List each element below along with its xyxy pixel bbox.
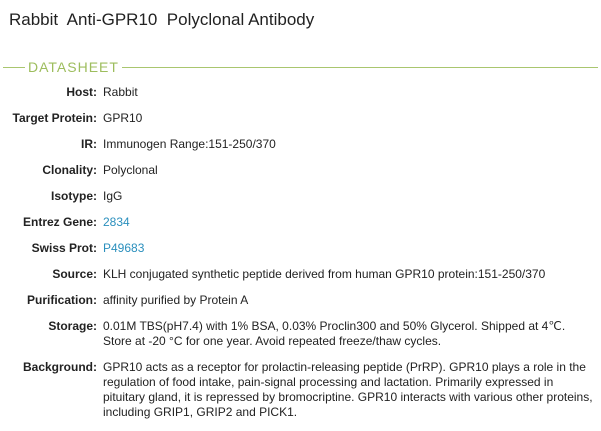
label: Purification: [26,293,97,307]
row-clonality: Clonality: Polyclonal [0,163,601,178]
value: KLH conjugated synthetic peptide derived… [103,267,546,281]
swiss-prot-link[interactable]: P49683 [103,241,145,255]
value: GPR10 [103,111,143,125]
divider [3,66,25,68]
label: Source: [52,267,97,281]
row-swiss-prot: Swiss Prot: P49683 [0,241,601,256]
value: affinity purified by Protein A [103,293,249,307]
divider [121,66,598,68]
value: Immunogen Range:151-250/370 [103,137,276,151]
value: 0.01M TBS(pH7.4) with 1% BSA, 0.03% Proc… [103,319,566,348]
row-storage: Storage: 0.01M TBS(pH7.4) with 1% BSA, 0.… [0,319,601,349]
row-background: Background: GPR10 acts as a receptor for … [0,360,601,420]
row-purification: Purification: affinity purified by Protei… [0,293,601,308]
datasheet-table: Host: Rabbit Target Protein: GPR10 IR: Immu… [0,85,601,431]
label: Host: [66,85,97,99]
label: Storage: [48,319,97,333]
page-title: Rabbit Anti-GPR10 Polyclonal Antibody [9,10,315,29]
label: Target Protein: [12,111,97,125]
row-host: Host: Rabbit [0,85,601,100]
label: Swiss Prot: [31,241,97,255]
value: IgG [103,189,123,203]
label: Entrez Gene: [22,215,97,229]
datasheet-header: DATASHEET [3,59,598,75]
value: GPR10 acts as a receptor for prolactin-r… [103,360,593,419]
row-ir: IR: Immunogen Range:151-250/370 [0,137,601,152]
value: Rabbit [103,85,138,99]
row-isotype: Isotype: IgG [0,189,601,204]
row-entrez-gene: Entrez Gene: 2834 [0,215,601,230]
label: Background: [22,360,97,374]
row-source: Source: KLH conjugated synthetic peptide … [0,267,601,282]
section-title: DATASHEET [28,59,119,75]
value: Polyclonal [103,163,158,177]
label: Clonality: [42,163,97,177]
row-target-protein: Target Protein: GPR10 [0,111,601,126]
label: IR: [81,137,97,151]
label: Isotype: [50,189,97,203]
entrez-gene-link[interactable]: 2834 [103,215,130,229]
